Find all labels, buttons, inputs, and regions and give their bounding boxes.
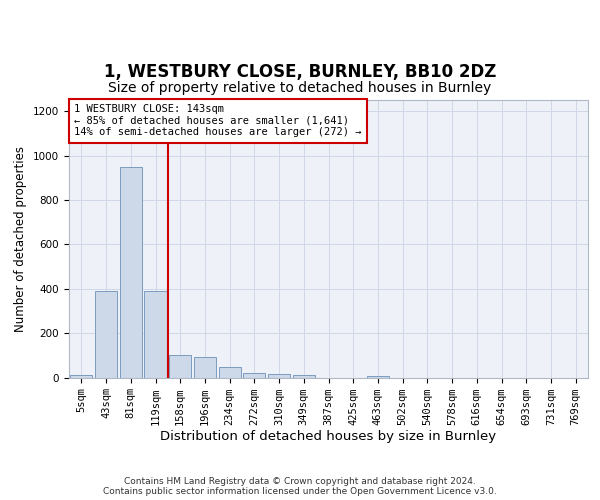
Text: Size of property relative to detached houses in Burnley: Size of property relative to detached ho… [109,81,491,95]
Y-axis label: Number of detached properties: Number of detached properties [14,146,28,332]
Bar [268,374,290,378]
Bar [145,291,167,378]
Bar [169,356,191,378]
Text: Contains public sector information licensed under the Open Government Licence v3: Contains public sector information licen… [103,487,497,496]
Bar [119,166,142,378]
Bar [70,376,92,378]
Text: 1 WESTBURY CLOSE: 143sqm
← 85% of detached houses are smaller (1,641)
14% of sem: 1 WESTBURY CLOSE: 143sqm ← 85% of detach… [74,104,362,138]
Bar [194,357,216,378]
Bar [218,367,241,378]
Text: Contains HM Land Registry data © Crown copyright and database right 2024.: Contains HM Land Registry data © Crown c… [124,477,476,486]
Text: 1, WESTBURY CLOSE, BURNLEY, BB10 2DZ: 1, WESTBURY CLOSE, BURNLEY, BB10 2DZ [104,63,496,81]
X-axis label: Distribution of detached houses by size in Burnley: Distribution of detached houses by size … [160,430,497,444]
Bar [243,373,265,378]
Bar [293,376,315,378]
Bar [95,291,117,378]
Bar [367,376,389,378]
